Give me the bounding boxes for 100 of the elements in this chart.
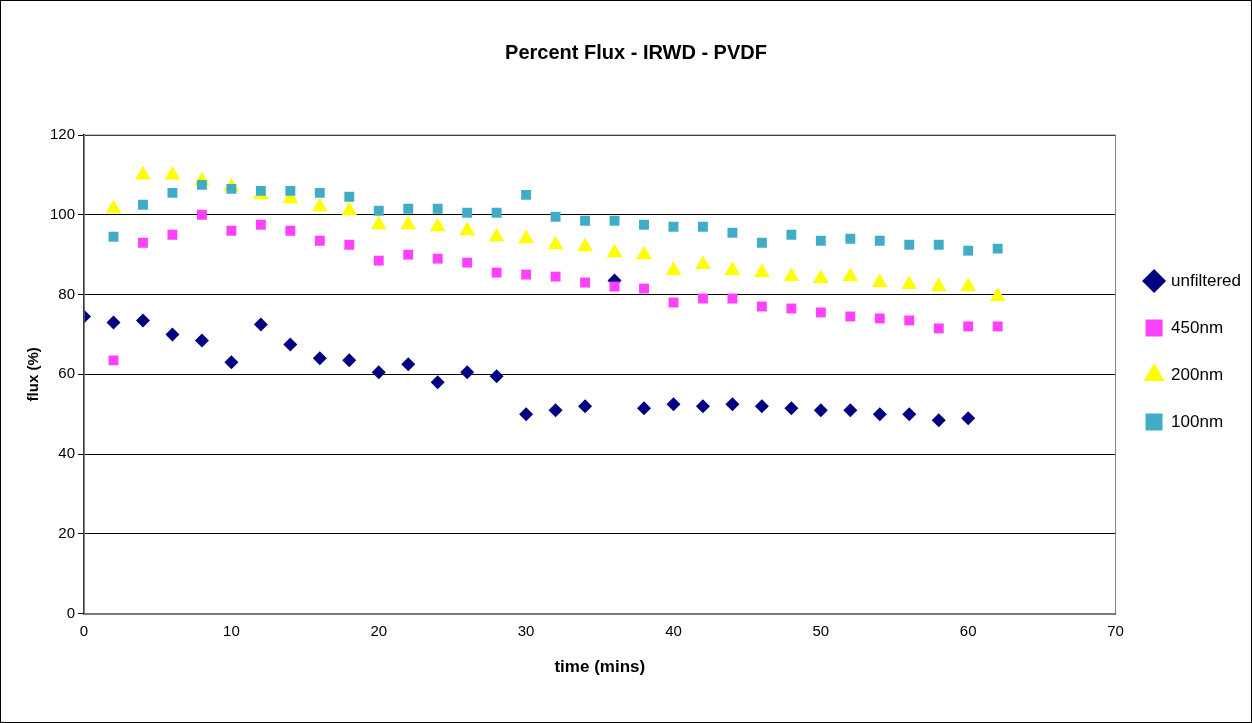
point [459, 221, 475, 236]
point [521, 269, 532, 280]
point [342, 353, 357, 368]
point [519, 407, 534, 422]
point [403, 249, 414, 260]
point [373, 205, 384, 216]
point [904, 239, 915, 250]
point [637, 401, 652, 416]
point [105, 199, 122, 214]
point [577, 237, 593, 252]
y-axis-title: flux (%) [24, 347, 42, 402]
legend-label: unfiltered [1171, 270, 1241, 290]
point [992, 321, 1003, 332]
point [815, 307, 826, 318]
point [815, 235, 826, 246]
point [930, 277, 947, 292]
point [547, 235, 564, 250]
point [871, 273, 888, 288]
point [521, 189, 532, 200]
point [756, 301, 767, 312]
point [813, 403, 828, 418]
point [665, 261, 682, 276]
point [636, 245, 652, 260]
point [931, 413, 946, 428]
point [695, 399, 710, 414]
point [196, 209, 207, 220]
y-tick-label: 60 [58, 364, 76, 382]
point [314, 235, 325, 246]
chart-title: Percent Flux - IRWD - PVDF [505, 40, 767, 63]
point [874, 313, 885, 324]
point [138, 199, 148, 210]
point [283, 337, 298, 352]
point [756, 237, 767, 248]
x-tick-label: 70 [1107, 621, 1124, 639]
point [224, 355, 239, 370]
x-tick-label: 50 [812, 621, 830, 639]
point [609, 281, 620, 292]
point [724, 261, 741, 276]
point [344, 191, 355, 202]
point [518, 229, 534, 244]
x-tick-label: 20 [370, 621, 388, 639]
point [491, 267, 502, 278]
point [961, 411, 976, 426]
point [754, 399, 769, 414]
point [167, 229, 178, 240]
legend-label: 200nm [1171, 364, 1224, 384]
point [783, 267, 800, 282]
point [164, 165, 181, 180]
x-axis-title: time (mins) [554, 657, 646, 677]
point [639, 219, 649, 230]
point [400, 215, 417, 230]
y-tick-label: 40 [58, 444, 76, 462]
point [963, 245, 974, 256]
point [462, 257, 473, 268]
point [401, 357, 416, 372]
point [135, 165, 151, 180]
point [989, 287, 1006, 302]
point [344, 239, 355, 250]
point [135, 313, 150, 328]
y-tick-label: 100 [50, 204, 76, 222]
point [108, 231, 119, 242]
y-tick-label: 20 [58, 523, 76, 541]
point [902, 407, 917, 422]
point [963, 321, 974, 332]
point [580, 215, 591, 226]
point [167, 187, 178, 198]
point [813, 269, 829, 284]
point [341, 201, 358, 216]
point [373, 255, 384, 266]
point [462, 207, 473, 218]
point [550, 211, 561, 222]
point [580, 277, 591, 288]
legend-label: 450nm [1171, 317, 1224, 337]
point [460, 365, 475, 380]
y-tick-label: 80 [58, 284, 76, 302]
point [432, 203, 443, 214]
point [108, 355, 119, 366]
point [196, 179, 207, 190]
x-tick-label: 10 [223, 621, 240, 639]
point [698, 221, 708, 232]
point [578, 399, 593, 414]
point [285, 185, 296, 196]
point [639, 283, 649, 294]
point [488, 227, 505, 242]
point [548, 403, 563, 418]
point [845, 311, 856, 322]
point [194, 333, 209, 348]
point [843, 403, 858, 418]
point [904, 315, 915, 326]
point [432, 253, 443, 264]
point [933, 239, 944, 250]
point [786, 303, 797, 314]
point [403, 203, 414, 214]
point [668, 221, 679, 232]
point [786, 229, 797, 240]
point [754, 263, 770, 278]
point [429, 217, 446, 232]
point [253, 317, 268, 332]
point [725, 397, 740, 412]
point [609, 215, 620, 226]
